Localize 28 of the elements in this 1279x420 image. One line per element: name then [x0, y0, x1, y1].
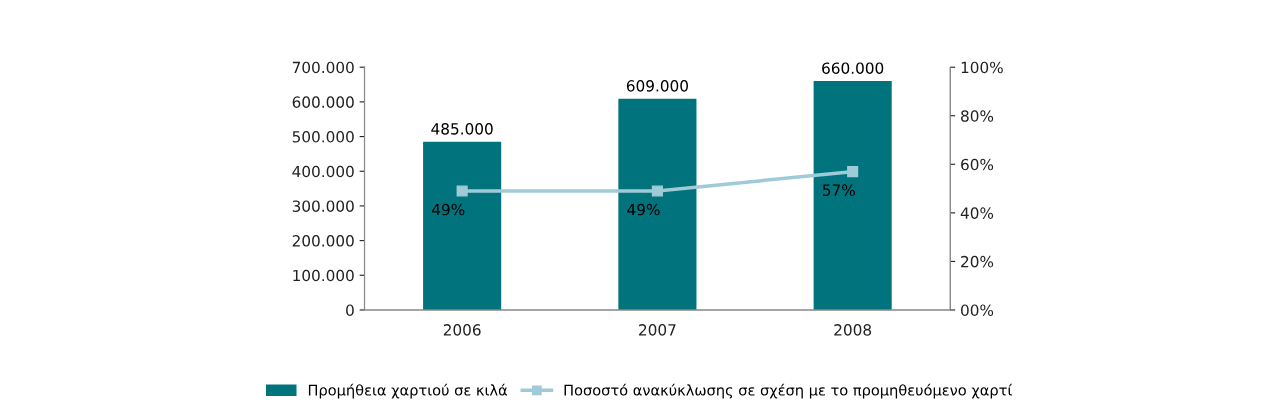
x-tick-label: 2006 — [443, 324, 481, 336]
data-label: 49% — [432, 203, 465, 216]
bar — [618, 98, 697, 310]
data-label: 609.000 — [626, 80, 688, 92]
data-label: 57% — [822, 184, 855, 196]
y-tick-label: 600.000 — [292, 96, 354, 108]
y2-tick-label: 60% — [961, 158, 994, 171]
x-tick-label: 2008 — [834, 324, 872, 336]
legend-label: Ποσοστό ανακύκλωσης σε σχέση με το προμηθευόμενο χαρτί — [564, 383, 1013, 399]
y-tick-label: 200.000 — [292, 235, 354, 247]
y-tick-label: 300.000 — [292, 200, 354, 212]
y-tick-label: 100.000 — [293, 269, 354, 282]
y2-tick-label: 40% — [960, 207, 994, 219]
x-tick-label: 2007 — [639, 324, 676, 336]
data-label: 485.000 — [431, 123, 493, 135]
y2-tick-label: 20% — [961, 255, 994, 268]
bar — [423, 141, 502, 310]
legend-label: Προμήθεια χαρτιού σε κιλά — [308, 383, 507, 399]
y-tick-label: 400.000 — [292, 165, 354, 178]
y-tick-label: 0 — [346, 304, 354, 316]
data-label: 660.000 — [822, 62, 884, 74]
y2-tick-label: 100% — [961, 61, 1003, 74]
y-tick-label: 500.000 — [292, 131, 354, 143]
y2-tick-label: 80% — [961, 110, 994, 122]
data-label: 49% — [627, 203, 660, 216]
bar — [813, 81, 892, 310]
y-tick-label: 700.000 — [292, 61, 354, 74]
y2-tick-label: 00% — [961, 304, 994, 316]
